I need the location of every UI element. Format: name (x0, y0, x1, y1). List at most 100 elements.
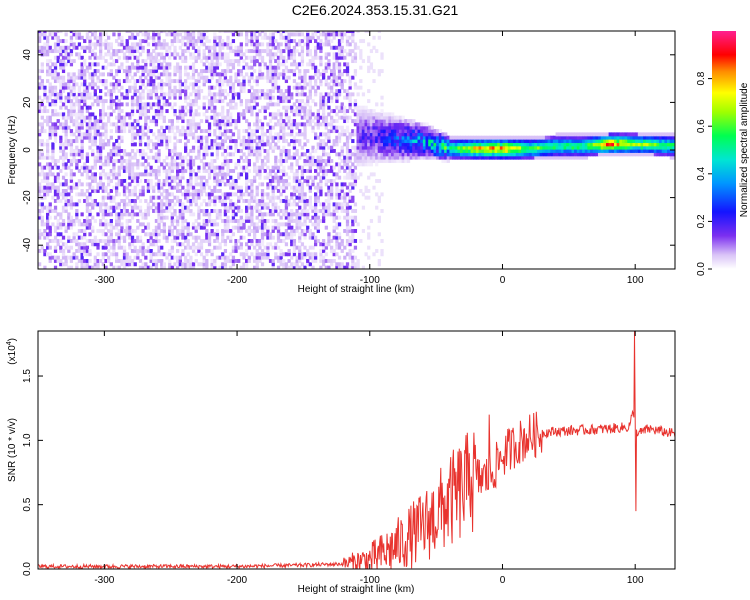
heatmap-cell (64, 189, 68, 193)
heatmap-cell (332, 82, 336, 87)
heatmap-cell (115, 82, 119, 87)
heatmap-cell (46, 149, 50, 153)
heatmap-cell (117, 49, 121, 54)
heatmap-cell (157, 189, 161, 193)
heatmap-cell (176, 125, 180, 130)
heatmap-cell (345, 192, 350, 197)
heatmap-cell (88, 85, 92, 90)
heatmap-cell (154, 75, 159, 80)
heatmap-cell (250, 182, 254, 187)
heatmap-cell (146, 182, 151, 187)
heatmap-cell (335, 209, 339, 213)
heatmap-cell (138, 205, 143, 210)
heatmap-cell (245, 259, 249, 263)
heatmap-cell (258, 72, 262, 77)
heatmap-cell (282, 165, 286, 170)
heatmap-cell (122, 192, 127, 197)
heatmap-cell (218, 122, 222, 127)
heatmap-cell (324, 245, 328, 250)
heatmap-cell (298, 155, 302, 160)
heatmap-cell (218, 182, 222, 187)
heatmap-cell (64, 255, 68, 260)
heatmap-cell (207, 242, 212, 247)
heatmap-cell (72, 222, 76, 227)
heatmap-cell (268, 172, 273, 177)
heatmap-cell (205, 179, 209, 183)
heatmap-cell (122, 212, 127, 217)
heatmap-cell (173, 31, 177, 34)
heatmap-cell (133, 99, 137, 104)
heatmap-cell (247, 162, 251, 167)
heatmap-cell (242, 112, 246, 117)
heatmap-cell (231, 39, 236, 44)
heatmap-cell (260, 182, 265, 187)
heatmap-cell (231, 192, 236, 197)
heatmap-cell (170, 155, 174, 160)
heatmap-cell (168, 192, 172, 197)
heatmap-cell (178, 45, 182, 50)
heatmap-cell (99, 79, 103, 84)
heatmap-cell (298, 62, 302, 67)
heatmap-cell (69, 99, 74, 104)
heatmap-cell (88, 249, 92, 253)
heatmap-cell (80, 182, 84, 187)
heatmap-cell (40, 99, 44, 104)
heatmap-cell (197, 192, 201, 197)
heatmap-cell (332, 249, 336, 253)
heatmap-cell (64, 99, 68, 104)
heatmap-cell (298, 122, 302, 127)
heatmap-cell (165, 62, 169, 67)
heatmap-cell (263, 65, 267, 70)
heatmap-cell (242, 192, 246, 197)
heatmap-cell (303, 112, 307, 117)
heatmap-cell (306, 199, 310, 203)
heatmap-cell (178, 139, 182, 144)
heatmap-cell (69, 239, 74, 243)
heatmap-cell (253, 195, 257, 200)
heatmap-cell (186, 232, 190, 237)
heatmap-cell (353, 262, 358, 267)
heatmap-cell (165, 235, 169, 240)
heatmap-cell (253, 99, 257, 104)
heatmap-cell (367, 59, 371, 64)
heatmap-cell (337, 32, 342, 37)
heatmap-cell (93, 132, 97, 137)
heatmap-cell (295, 62, 299, 67)
heatmap-cell (162, 165, 166, 170)
heatmap-cell (353, 42, 358, 47)
heatmap-cell (69, 159, 74, 163)
heatmap-cell (144, 255, 148, 260)
heatmap-cell (279, 55, 283, 60)
heatmap-cell (162, 39, 166, 44)
heatmap-cell (239, 55, 243, 60)
heatmap-cell (258, 165, 262, 170)
heatmap-cell (194, 55, 198, 60)
heatmap-cell (99, 89, 103, 94)
heatmap-cell (242, 222, 246, 227)
heatmap-cell (308, 165, 312, 170)
heatmap-cell (53, 62, 58, 67)
heatmap-cell (154, 169, 159, 173)
heatmap-cell (107, 175, 111, 180)
heatmap-cell (231, 99, 236, 104)
heatmap-cell (351, 249, 355, 253)
heatmap-cell (298, 165, 302, 170)
heatmap-cell (239, 235, 243, 240)
heatmap-cell (64, 262, 68, 267)
heatmap-cell (157, 129, 161, 134)
heatmap-cell (298, 245, 302, 250)
heatmap-cell (178, 95, 182, 100)
heatmap-cell (115, 105, 119, 110)
heatmap-cell (279, 89, 283, 94)
heatmap-cell (53, 249, 58, 253)
heatmap-cell (247, 199, 251, 203)
heatmap-cell (372, 125, 376, 130)
heatmap-cell (125, 55, 129, 60)
heatmap-cell (239, 185, 243, 190)
heatmap-cell (231, 262, 236, 267)
heatmap-cell (69, 92, 74, 97)
heatmap-cell (239, 225, 243, 230)
heatmap-cell (337, 72, 342, 77)
heatmap-cell (138, 179, 143, 183)
heatmap-cell (351, 182, 355, 187)
